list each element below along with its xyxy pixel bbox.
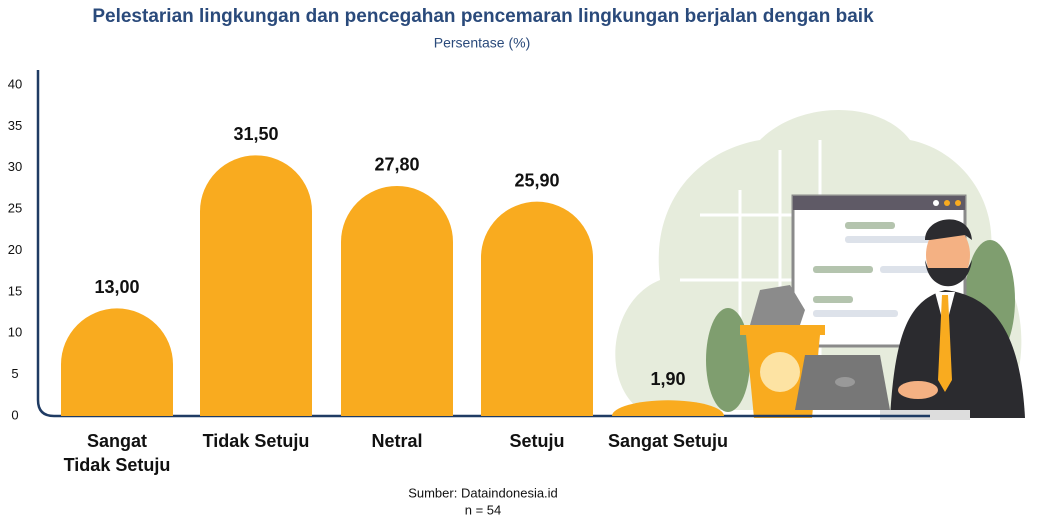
y-tick-label: 0	[11, 407, 18, 422]
y-tick-label: 5	[11, 366, 18, 381]
bar	[200, 155, 312, 416]
x-tick-label: Netral	[371, 431, 423, 451]
source: Sumber: Dataindonesia.id	[408, 485, 558, 500]
x-tick-label: Tidak Setuju	[202, 431, 310, 451]
y-tick-label: 40	[8, 76, 22, 91]
bar	[341, 185, 453, 416]
value-label: 13,00	[94, 277, 139, 297]
y-tick-label: 15	[8, 283, 22, 298]
note: n = 54	[465, 502, 502, 517]
value-label: 1,90	[650, 369, 685, 389]
x-tick-label: Sangat Tidak Setuju	[63, 431, 171, 475]
y-tick-label: 25	[8, 201, 22, 216]
y-tick-label: 20	[8, 242, 22, 257]
illustration	[615, 110, 1025, 420]
bar	[481, 201, 593, 416]
value-label: 31,50	[233, 124, 278, 144]
bar	[61, 308, 173, 416]
bar	[612, 400, 724, 416]
chart-subtitle: Persentase (%)	[434, 35, 530, 51]
y-tick-label: 10	[8, 325, 22, 340]
x-tick-label: Sangat Setuju	[607, 431, 728, 451]
axis-line	[36, 70, 930, 418]
value-label: 27,80	[374, 155, 419, 175]
y-tick-label: 35	[8, 118, 22, 133]
chart-title: Pelestarian lingkungan dan pencegahan pe…	[92, 6, 874, 27]
x-tick-label: Setuju	[509, 431, 565, 451]
value-label: 25,90	[514, 170, 559, 190]
y-tick-label: 30	[8, 159, 22, 174]
